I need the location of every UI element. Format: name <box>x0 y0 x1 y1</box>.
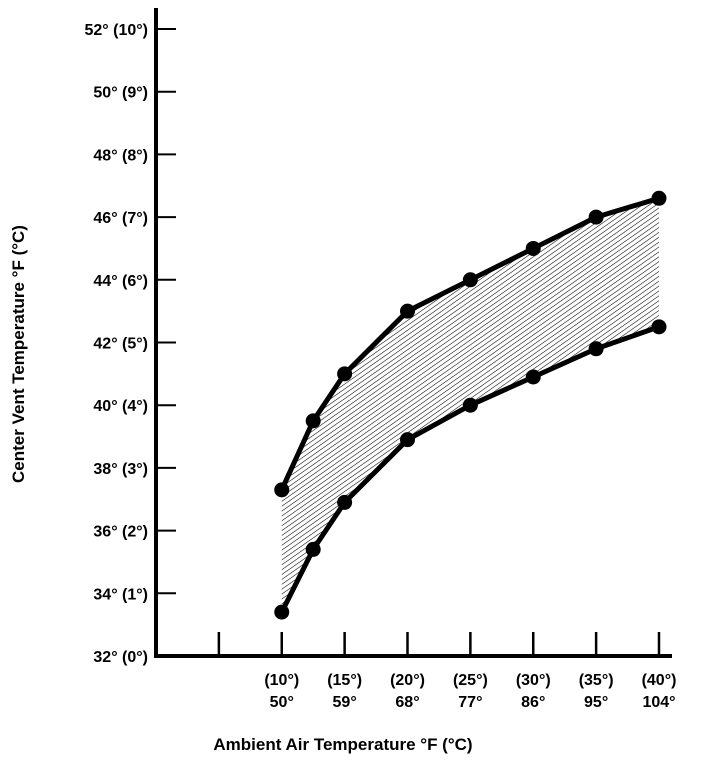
lower-data-point <box>651 319 667 335</box>
lower-data-point <box>588 341 604 357</box>
x-tick-label-celsius: (35°) <box>579 672 614 689</box>
lower-data-point <box>400 432 415 448</box>
x-tick-label-celsius: (20°) <box>390 672 425 689</box>
upper-data-point <box>400 303 415 319</box>
x-tick-label-celsius: (10°) <box>264 672 299 689</box>
y-tick-label: 34° (1°) <box>93 586 148 603</box>
upper-data-point <box>337 366 353 382</box>
upper-data-point <box>305 413 321 429</box>
y-tick-label: 42° (5°) <box>93 336 148 353</box>
x-tick-label-fahrenheit: 50° <box>270 694 294 711</box>
x-tick-label-celsius: (15°) <box>327 672 362 689</box>
series-layer <box>274 190 667 620</box>
axes <box>154 8 672 658</box>
upper-data-point <box>462 272 478 288</box>
lower-data-point <box>462 397 478 413</box>
x-tick-label-fahrenheit: 77° <box>458 694 482 711</box>
x-tick-label-celsius: (25°) <box>453 672 488 689</box>
x-tick-label-celsius: (30°) <box>516 672 551 689</box>
y-tick-label: 50° (9°) <box>93 85 148 102</box>
upper-data-point <box>651 190 667 206</box>
y-tick-label: 40° (4°) <box>93 398 148 415</box>
upper-data-point <box>588 209 604 225</box>
x-tick-label-fahrenheit: 68° <box>395 694 419 711</box>
x-tick-label-fahrenheit: 86° <box>521 694 545 711</box>
x-axis-title: Ambient Air Temperature °F (°C) <box>213 735 472 754</box>
y-tick-label: 46° (7°) <box>93 210 148 227</box>
y-tick-label: 36° (2°) <box>93 524 148 541</box>
x-tick-label-fahrenheit: 95° <box>584 694 608 711</box>
lower-data-point <box>337 494 353 510</box>
x-tick-label-fahrenheit: 59° <box>333 694 357 711</box>
y-tick-label: 44° (6°) <box>93 273 148 290</box>
upper-limit-line <box>279 195 660 491</box>
y-axis-title: Center Vent Temperature °F (°C) <box>9 225 28 483</box>
y-tick-label: 32° (0°) <box>93 649 148 666</box>
upper-data-point <box>525 240 541 256</box>
lower-data-point <box>274 604 290 620</box>
lower-data-point <box>525 369 541 385</box>
x-tick-label-celsius: (40°) <box>642 672 677 689</box>
lower-limit-line <box>279 324 660 614</box>
y-tick-label: 48° (8°) <box>93 147 148 164</box>
y-tick-label: 52° (10°) <box>85 22 149 39</box>
y-tick-label: 38° (3°) <box>93 461 148 478</box>
lower-data-point <box>305 541 321 557</box>
upper-data-point <box>274 482 290 498</box>
x-tick-label-fahrenheit: 104° <box>642 694 675 711</box>
y-ticks: 32° (0°) 34° (1°) 36° (2°) 38° (3°) 40° (4°)… <box>85 22 176 666</box>
x-ticks: (10°) 50° (15°) 59° (20°) 68° (25°) 77° (30°) 86°… <box>217 632 677 711</box>
